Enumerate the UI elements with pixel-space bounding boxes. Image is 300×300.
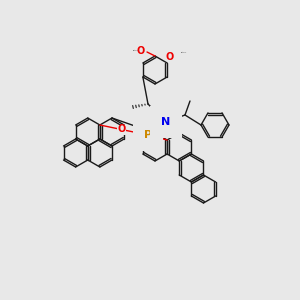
Text: P: P: [144, 130, 152, 140]
Text: O: O: [137, 46, 145, 56]
Text: O: O: [117, 124, 126, 134]
Text: O: O: [154, 133, 163, 143]
Text: O: O: [166, 52, 174, 62]
Text: methoxy: methoxy: [181, 52, 188, 53]
Text: N: N: [161, 117, 171, 127]
Text: methoxy: methoxy: [133, 50, 139, 51]
